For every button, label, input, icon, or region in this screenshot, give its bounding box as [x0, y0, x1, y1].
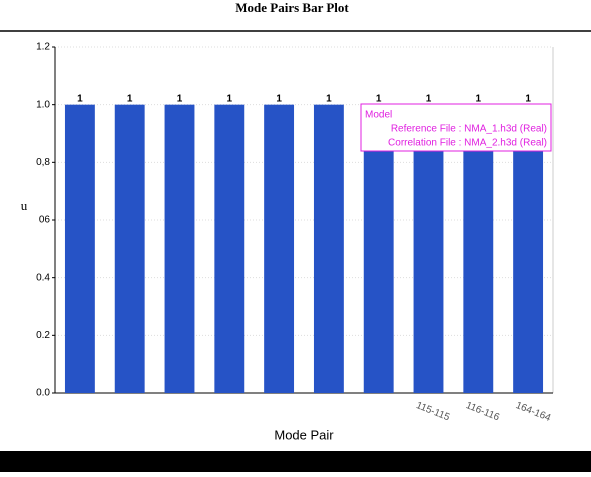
value-label: 1 — [127, 93, 133, 104]
bar — [214, 104, 245, 394]
footer-bar — [0, 451, 591, 472]
x-axis-label: Mode Pair — [274, 427, 334, 442]
value-label: 1 — [426, 93, 432, 104]
legend-entry: Correlation File : NMA_2.h3d (Real) — [388, 138, 547, 149]
y-tick-label: 06 — [39, 215, 51, 226]
legend-box — [360, 103, 552, 152]
value-label: 1 — [326, 93, 332, 104]
value-label: 1 — [525, 93, 531, 104]
bar — [363, 104, 394, 394]
legend-entry: Reference File : NMA_1.h3d (Real) — [391, 124, 547, 135]
value-label: 1 — [476, 93, 482, 104]
bar — [313, 104, 344, 394]
chart-title: Mode Pairs Bar Plot — [235, 0, 349, 15]
value-label: 1 — [376, 93, 382, 104]
value-label: 1 — [177, 93, 183, 104]
legend-title: Model — [365, 110, 392, 121]
bar — [413, 104, 444, 394]
bar — [114, 104, 145, 394]
y-tick-label: 0.4 — [36, 272, 50, 283]
value-label: 1 — [276, 93, 282, 104]
y-tick-label: 1.0 — [36, 99, 50, 110]
value-label: 1 — [77, 93, 83, 104]
bar — [463, 104, 494, 394]
y-tick-label: 0.0 — [36, 388, 50, 399]
bar — [513, 104, 544, 394]
y-tick-label: 0,8 — [36, 157, 50, 168]
bar — [64, 104, 95, 394]
bar — [264, 104, 295, 394]
y-axis-label: u — [21, 198, 28, 213]
y-tick-label: 0.2 — [36, 330, 50, 341]
value-label: 1 — [227, 93, 233, 104]
bar — [164, 104, 195, 394]
y-tick-label: 1.2 — [36, 42, 50, 53]
